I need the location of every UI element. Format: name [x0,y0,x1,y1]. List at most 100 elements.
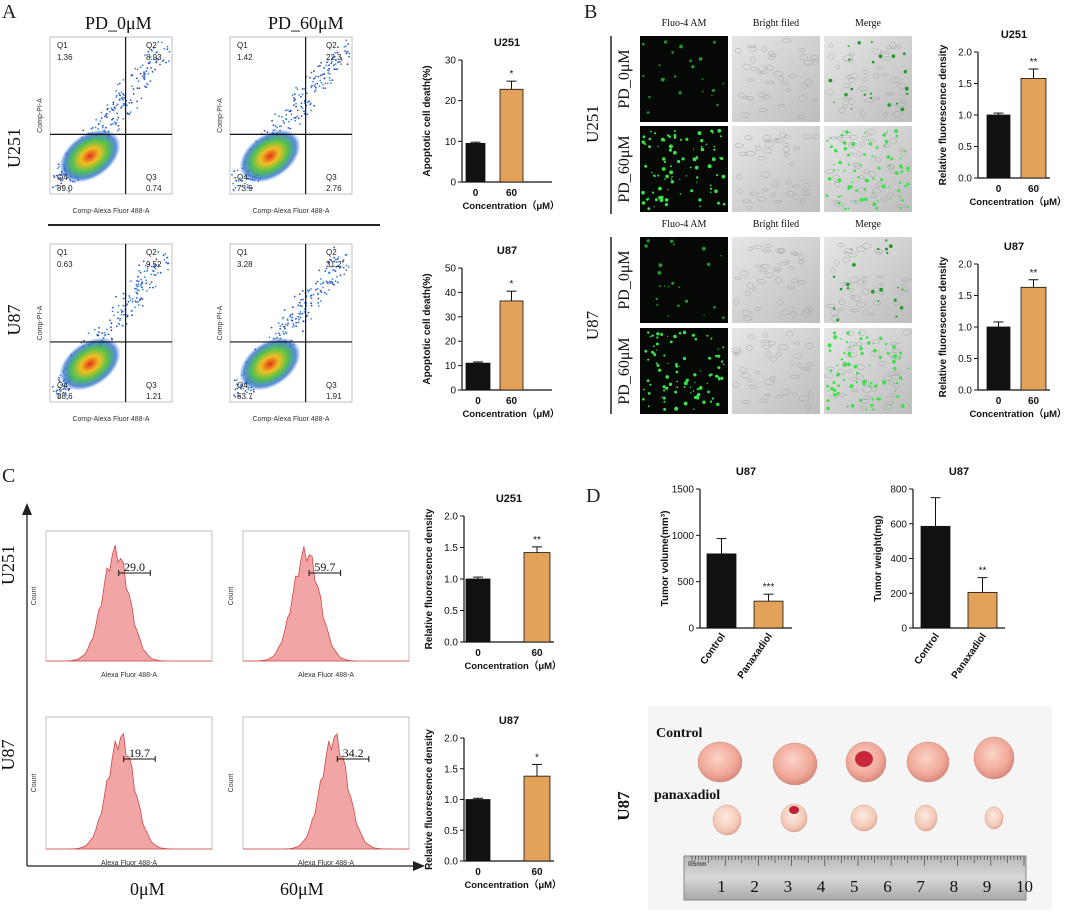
scatter-dot [327,69,330,72]
fluorescent-cell [832,381,836,385]
cell-outline [852,295,861,302]
scatter-dot [122,297,125,300]
fluorescent-cell [899,351,903,355]
scatter-x-axis-label: Comp-Alexa Fluor 488-A [72,208,149,215]
cell-outline [741,310,751,316]
scatter-dot [298,94,300,96]
fluorescent-cell [648,137,652,141]
cell-outline [801,192,812,196]
fluorescent-cell [716,174,719,177]
cell-outline [829,309,839,316]
scatter-dot [131,310,134,312]
fluorescent-cell [701,78,704,80]
scatter-dot [110,322,113,325]
cell-outline [746,344,753,351]
scatter-dot [279,325,282,328]
cell-outline [893,301,901,306]
fluorescent-cell [673,133,677,137]
fluorescent-cell [679,193,682,195]
fluorescent-cell [898,181,902,185]
fluorescent-cell [716,402,720,407]
cell-outline [832,175,841,180]
bar-chart-b-u251: 0.0 0.5 1.0 1.5 2.0 U251 Relative fluorescence… [938,29,1065,208]
scatter-dot [289,127,292,130]
y-tick-label: 0 [450,178,456,189]
scatter-dot [59,390,62,392]
cell-outline [883,112,888,117]
scatter-dot [105,126,107,129]
c-col-label-60um: 60μM [280,879,324,899]
cell-outline [812,98,818,102]
cell-outline [878,361,887,366]
cell-outline [861,243,872,249]
cell-outline [838,107,846,114]
fluorescent-cell [663,77,665,80]
fluorescent-cell [906,182,910,186]
scatter-dot [235,379,238,381]
scatter-dot [318,269,320,272]
fluorescent-cell [655,342,659,346]
cell-outline [760,264,770,269]
scatter-dot [165,256,168,259]
scatter-dot [154,267,157,270]
scatter-dot [313,70,315,73]
fluorescent-cell [689,386,692,388]
fluorescent-cell [864,178,869,183]
fluorescent-cell [670,384,672,386]
fluorescent-cell [898,195,901,198]
scatter-dot [300,115,303,117]
scatter-dot [90,127,93,130]
scatter-dot [142,260,145,263]
q4-label: Q4 [237,381,248,390]
cell-outline [743,64,752,70]
bar [465,578,491,643]
scatter-dot [145,70,148,72]
scatter-dot [82,129,85,132]
scatter-dot [325,267,328,270]
fluorescent-cell [867,139,870,141]
cell-outline [845,75,853,80]
scatter-dot [334,280,337,283]
scatter-dot [300,313,303,316]
fluorescent-cell [830,137,832,139]
scatter-dot [300,105,303,108]
fluorescent-cell [679,178,681,180]
scatter-dot [323,77,326,80]
cell-outline [765,81,775,85]
scatter-dot [284,327,286,330]
cell-outline [886,192,895,197]
fluorescent-cell [692,157,697,162]
cell-outline [785,260,791,264]
fluorescent-cell [709,184,712,187]
cell-outline [752,245,764,249]
bar [986,114,1011,179]
fluorescent-cell [702,400,706,404]
scatter-dot [331,282,334,285]
scatter-dot [57,163,60,166]
chart-title: U87 [1004,241,1024,253]
scatter-dot [115,325,118,328]
cell-outline [875,66,884,70]
cell-outline [739,367,747,373]
fluorescent-cell [670,180,674,184]
fluorescent-cell [847,163,850,166]
bar [499,300,524,391]
cell-outline [850,308,859,313]
scatter-dot [325,64,328,67]
q3-value: 1.21 [146,392,162,401]
scatter-dot [251,186,253,189]
cell-outline [828,43,834,48]
bar-chart-b-u87: 0.0 0.5 1.0 1.5 2.0 U87 Relative fluorescence … [938,241,1065,420]
scatter-dot [307,290,310,293]
scatter-dot [343,273,346,276]
scatter-dot [232,182,235,185]
scatter-dot [116,129,119,132]
cell-outline [830,315,840,322]
scatter-dot [98,326,100,329]
scatter-dot [139,299,141,302]
scatter-dot [132,88,135,90]
b-group-label: U87 [583,310,602,340]
cell-outline [769,376,777,383]
scatter-dot [143,270,146,273]
fluorescent-cell [673,243,675,246]
